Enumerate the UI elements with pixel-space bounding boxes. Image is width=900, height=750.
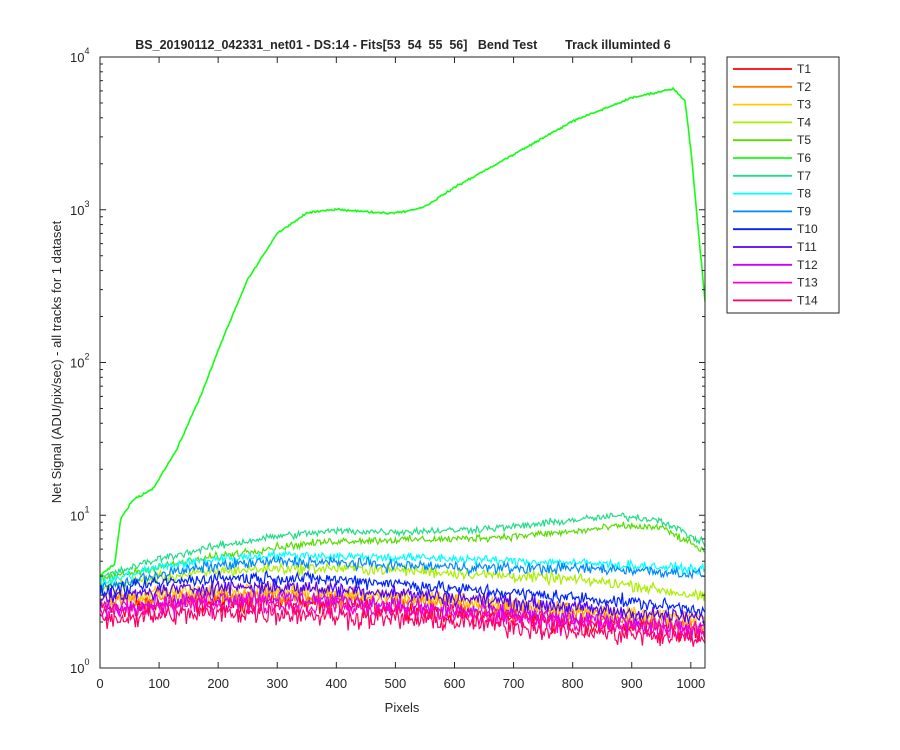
legend-label: T4 xyxy=(797,115,811,129)
series-line-t8 xyxy=(100,549,705,589)
series-layer xyxy=(100,86,705,647)
x-axis-label: Pixels xyxy=(385,700,420,715)
legend-label: T8 xyxy=(797,187,811,201)
legend-label: T9 xyxy=(797,204,811,218)
y-tick-label: 104 xyxy=(70,46,89,65)
y-axis-label: Net Signal (ADU/pix/sec) - all tracks fo… xyxy=(49,220,64,503)
series-line-t13 xyxy=(100,593,705,643)
legend-label: T3 xyxy=(797,98,811,112)
series-line-t11 xyxy=(100,578,705,626)
x-tick-label: 900 xyxy=(621,676,643,691)
series-line-t7 xyxy=(100,512,705,579)
series-line-t9 xyxy=(100,555,705,595)
x-tick-label: 700 xyxy=(503,676,525,691)
legend-label: T11 xyxy=(797,240,817,254)
series-line-t4 xyxy=(100,561,705,602)
legend-label: T5 xyxy=(797,133,811,147)
y-tick-label: 103 xyxy=(70,199,89,218)
legend-label: T14 xyxy=(797,293,818,307)
series-line-t10 xyxy=(100,569,705,618)
x-tick-label: 600 xyxy=(444,676,466,691)
legend-label: T6 xyxy=(797,151,811,165)
legend-label: T1 xyxy=(797,62,811,76)
legend-label: T12 xyxy=(797,258,818,272)
x-tick-label: 0 xyxy=(96,676,103,691)
x-tick-label: 1000 xyxy=(676,676,705,691)
series-line-t14 xyxy=(100,603,705,647)
y-axis: 100 101 102 103 104 xyxy=(70,46,705,676)
x-tick-label: 800 xyxy=(562,676,584,691)
plot-area xyxy=(100,57,705,668)
legend-label: T10 xyxy=(797,222,818,236)
x-tick-label: 200 xyxy=(207,676,229,691)
y-tick-label: 101 xyxy=(70,504,89,523)
legend-label: T7 xyxy=(797,169,811,183)
y-tick-label: 100 xyxy=(70,657,89,676)
x-tick-label: 500 xyxy=(385,676,407,691)
chart-title: BS_20190112_042331_net01 - DS:14 - Fits[… xyxy=(135,38,670,52)
x-tick-label: 100 xyxy=(148,676,170,691)
legend-label: T2 xyxy=(797,80,811,94)
x-tick-label: 300 xyxy=(266,676,288,691)
x-tick-label: 400 xyxy=(325,676,347,691)
legend: T1 T2 T3 T4 T5 T6 T7 T8 T9 T10 T11 T12 T13 T14 xyxy=(726,56,840,314)
x-axis: 0 100 200 300 400 500 600 700 800 900 1000 xyxy=(96,57,705,691)
legend-box xyxy=(726,56,840,314)
legend-label: T13 xyxy=(797,276,818,290)
y-tick-label: 102 xyxy=(70,352,89,371)
series-line-t6 xyxy=(100,86,705,577)
